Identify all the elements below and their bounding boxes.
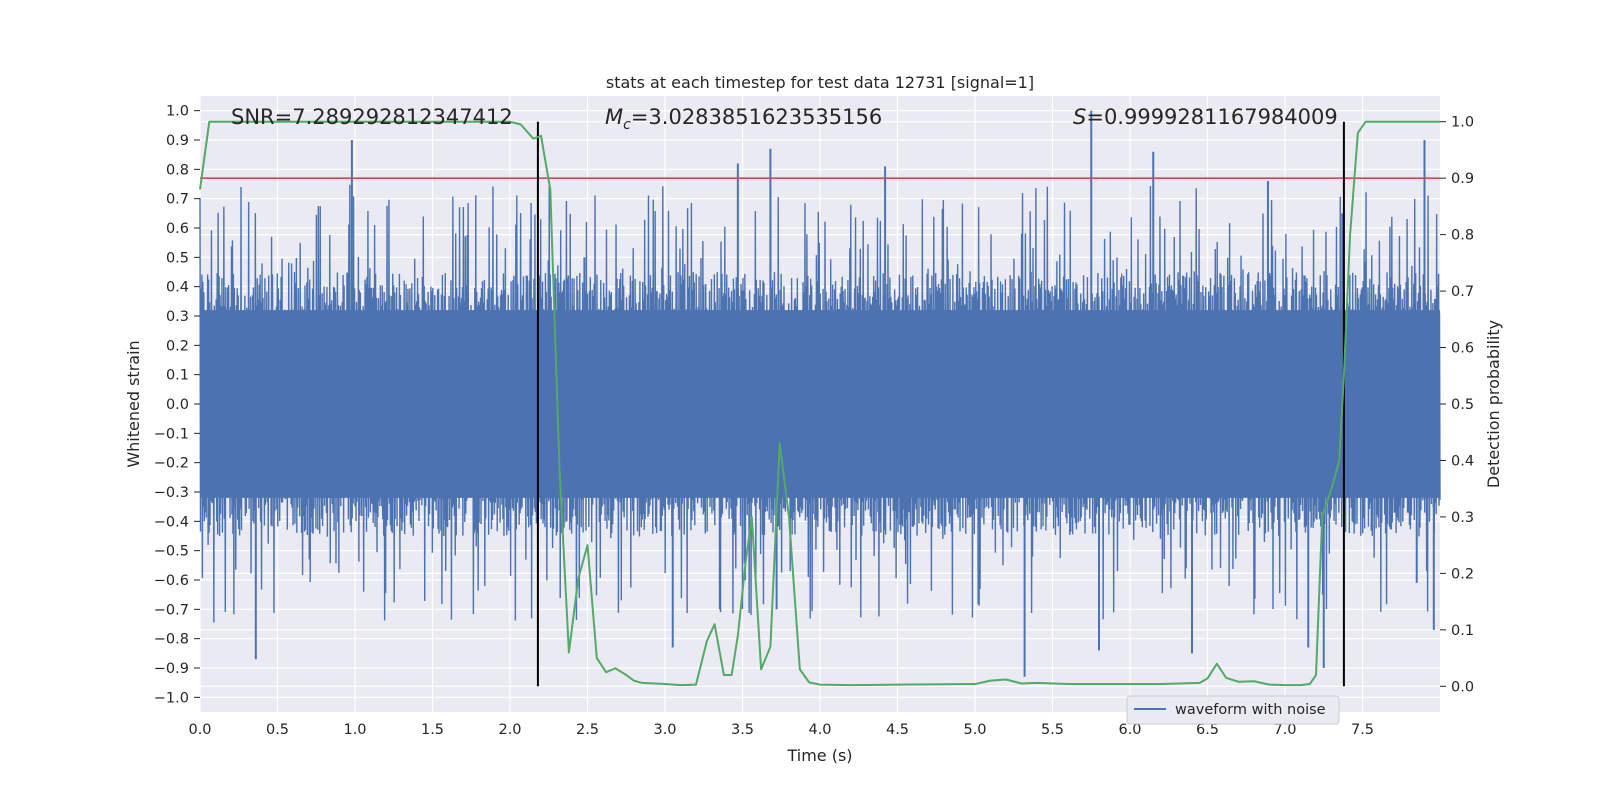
- y-tick-label: 0.0: [166, 397, 189, 413]
- y2-tick-label: 0.2: [1451, 566, 1474, 582]
- legend-box: [1126, 695, 1340, 725]
- y-tick-label: 0.5: [166, 250, 189, 266]
- waveform-core: [200, 310, 1440, 498]
- x-tick-label: 7.5: [1351, 722, 1374, 738]
- y2-tick-label: 0.8: [1451, 228, 1474, 244]
- overlays: [200, 121, 1440, 687]
- x-tick-label: 3.5: [731, 722, 754, 738]
- y2-tick-label: 0.3: [1451, 510, 1474, 526]
- y-tick-label: 0.7: [166, 192, 189, 208]
- y-tick-label: 1.0: [166, 104, 189, 120]
- x-tick-label: 5.5: [1041, 722, 1064, 738]
- snr-annotation: SNR=7.289292812347412: [231, 105, 513, 129]
- x-tick-label: 3.0: [653, 722, 676, 738]
- y-axis-label: Whitened strain: [124, 340, 143, 467]
- y-tick-label: 0.3: [166, 309, 189, 325]
- y-tick-label: −0.8: [154, 632, 189, 648]
- y-tick-label: −0.1: [154, 426, 189, 442]
- legend-label: waveform with noise: [1175, 702, 1326, 718]
- y2-tick-label: 0.9: [1451, 171, 1474, 187]
- y-tick-label: 0.6: [166, 221, 189, 237]
- x-tick-label: 2.5: [576, 722, 599, 738]
- x-axis-label: Time (s): [786, 746, 852, 765]
- y2-tick-label: 0.1: [1451, 623, 1474, 639]
- y-tick-label: 0.2: [166, 338, 189, 354]
- x-tick-label: 1.0: [343, 722, 366, 738]
- legend: waveform with noise: [1126, 695, 1340, 725]
- x-tick-label: 7.0: [1273, 722, 1296, 738]
- y-tick-label: 0.9: [166, 133, 189, 149]
- y2-axis-label: Detection probability: [1484, 320, 1503, 488]
- x-tick-label: 6.5: [1196, 722, 1219, 738]
- y2-tick-label: 0.5: [1451, 397, 1474, 413]
- x-tick-label: 4.5: [886, 722, 909, 738]
- y2-tick-label: 0.6: [1451, 341, 1474, 357]
- y2-tick-label: 0.0: [1451, 679, 1474, 695]
- probability-line: [199, 120, 1440, 687]
- chart-title: stats at each timestep for test data 127…: [606, 73, 1034, 92]
- statistic-annotation: S=0.9999281167984009: [1073, 105, 1338, 129]
- probability-series: [199, 120, 1440, 687]
- y-tick-label: −0.9: [154, 661, 189, 677]
- y-tick-label: −0.6: [154, 573, 189, 589]
- y-tick-label: −0.4: [154, 514, 189, 530]
- x-tick-label: 5.0: [963, 722, 986, 738]
- x-tick-label: 6.0: [1118, 722, 1141, 738]
- y-tick-label: −0.3: [154, 485, 189, 501]
- chirp-mass-annotation: Mc=3.0283851623535156: [605, 105, 882, 133]
- x-tick-label: 4.0: [808, 722, 831, 738]
- axis-ticks: 0.0 0.5 1.0 1.5 2.0 2.5 3.0 3.5 4.0 4.5 5.0 5.5 6.0 6…: [154, 104, 1474, 738]
- y-tick-label: −0.7: [154, 602, 189, 618]
- y2-tick-label: 0.4: [1451, 453, 1474, 469]
- y-tick-label: −1.0: [154, 690, 189, 706]
- x-tick-label: 1.5: [421, 722, 444, 738]
- x-tick-label: 2.0: [498, 722, 521, 738]
- y-tick-label: 0.8: [166, 162, 189, 178]
- x-tick-label: 0.5: [266, 722, 289, 738]
- y-tick-label: 0.1: [166, 368, 189, 384]
- y-tick-label: 0.4: [166, 280, 189, 296]
- waveform-series: [199, 110, 1441, 677]
- y-tick-label: −0.5: [154, 544, 189, 560]
- y2-tick-label: 0.7: [1451, 284, 1474, 300]
- x-tick-label: 0.0: [188, 722, 211, 738]
- y2-tick-label: 1.0: [1451, 115, 1474, 131]
- y-tick-label: −0.2: [154, 456, 189, 472]
